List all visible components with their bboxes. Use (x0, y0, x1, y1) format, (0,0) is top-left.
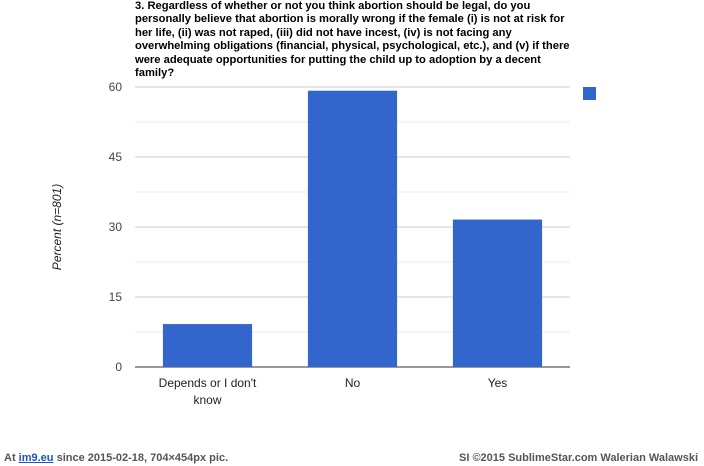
y-tick-label: 45 (109, 150, 123, 164)
x-tick-label: Depends or I don't (159, 376, 257, 390)
y-tick-label: 15 (109, 290, 123, 304)
y-tick-label: 60 (109, 80, 123, 94)
x-tick-label: Yes (488, 376, 508, 390)
x-tick-label: No (345, 376, 361, 390)
y-tick-label: 0 (115, 360, 122, 374)
bar (307, 90, 398, 367)
y-tick-label: 30 (109, 220, 123, 234)
footer-at: At (4, 452, 16, 464)
bar (162, 324, 253, 367)
y-axis-label: Percent (n=801) (50, 184, 64, 270)
x-tick-label: know (193, 393, 221, 407)
legend-swatch (583, 87, 596, 100)
bar (452, 219, 543, 367)
footer-since: since 2015-02-18, 704×454px pic. (56, 452, 229, 464)
chart-title: 3. Regardless of whether or not you thin… (135, 0, 570, 80)
footer-credit: At im9.eu since 2015-02-18, 704×454px pi… (4, 452, 228, 464)
footer-site-link[interactable]: im9.eu (18, 452, 54, 464)
footer-copyright: SI ©2015 SublimeStar.com Walerian Walaws… (459, 452, 698, 464)
